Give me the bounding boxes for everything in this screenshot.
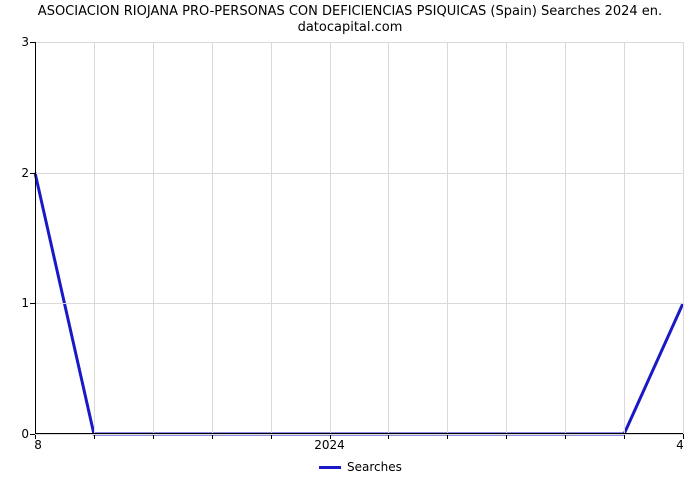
grid-line-vertical bbox=[388, 42, 389, 434]
chart-container: ASOCIACION RIOJANA PRO-PERSONAS CON DEFI… bbox=[0, 0, 700, 500]
grid-line-vertical bbox=[330, 42, 331, 434]
title-line-2: datocapital.com bbox=[298, 20, 403, 35]
grid-line-horizontal bbox=[35, 42, 683, 43]
x-center-label: 2024 bbox=[314, 434, 345, 452]
plot-area: 0123842024 bbox=[35, 42, 683, 434]
chart-title: ASOCIACION RIOJANA PRO-PERSONAS CON DEFI… bbox=[0, 4, 700, 37]
grid-line-vertical bbox=[683, 42, 684, 434]
legend: Searches bbox=[319, 460, 402, 474]
x-left-edge-label: 8 bbox=[34, 434, 42, 452]
grid-line-vertical bbox=[506, 42, 507, 434]
x-right-edge-label: 4 bbox=[676, 434, 684, 452]
y-axis-line bbox=[35, 42, 36, 434]
grid-line-vertical bbox=[624, 42, 625, 434]
grid-line-vertical bbox=[153, 42, 154, 434]
grid-line-vertical bbox=[212, 42, 213, 434]
x-axis-line bbox=[35, 433, 683, 434]
series-line bbox=[35, 42, 683, 434]
grid-line-vertical bbox=[271, 42, 272, 434]
grid-line-horizontal bbox=[35, 303, 683, 304]
grid-line-vertical bbox=[447, 42, 448, 434]
grid-line-vertical bbox=[565, 42, 566, 434]
grid-line-vertical bbox=[94, 42, 95, 434]
grid-line-horizontal bbox=[35, 173, 683, 174]
title-line-1: ASOCIACION RIOJANA PRO-PERSONAS CON DEFI… bbox=[38, 4, 662, 19]
legend-label: Searches bbox=[347, 460, 402, 474]
grid-line-horizontal bbox=[35, 434, 683, 435]
legend-swatch bbox=[319, 466, 341, 469]
